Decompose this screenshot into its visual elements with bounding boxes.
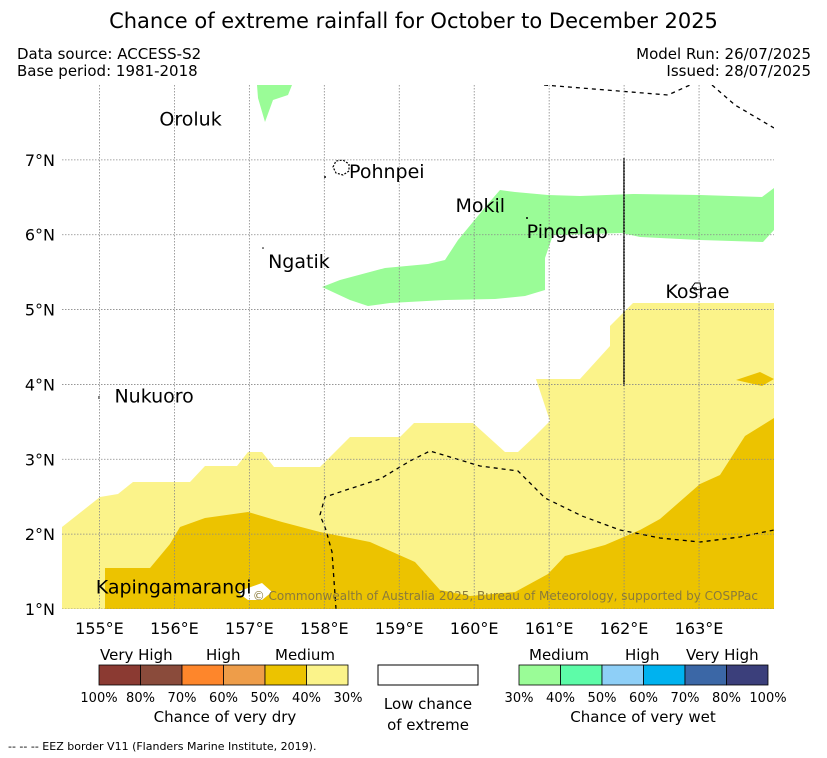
- neutral-legend-box: [377, 664, 479, 686]
- wet-cat-high: High: [625, 646, 660, 664]
- dry-legend-swatch: [98, 664, 141, 686]
- chart-title: Chance of extreme rainfall for October t…: [109, 9, 718, 33]
- low-chance-hole: [237, 583, 272, 600]
- wet-legend-tick: 70%: [671, 691, 700, 706]
- meta-right: Model Run: 26/07/2025 Issued: 28/07/2025: [636, 46, 811, 80]
- kosrae-island: [691, 282, 702, 291]
- lat-tick-label: 5°N: [25, 301, 55, 320]
- lon-tick-labels: 155°E 156°E 157°E 158°E 159°E 160°E 161°E 162°E…: [75, 619, 723, 638]
- lat-tick-label: 4°N: [25, 375, 55, 394]
- dry-cat-medium: Medium: [275, 646, 335, 664]
- dry-legend-tick: 70%: [168, 691, 197, 706]
- pohnpei-island: [332, 159, 350, 176]
- dry-cat-high: High: [206, 646, 241, 664]
- place-labels: Oroluk Pohnpei Mokil Pingelap Ngatik Kosrae Nu…: [96, 109, 730, 599]
- place-label-oroluk: Oroluk: [159, 109, 221, 131]
- place-label-nukuoro: Nukuoro: [114, 386, 193, 408]
- wet-legend-swatch: [560, 664, 603, 686]
- meta-left: Data source: ACCESS-S2 Base period: 1981…: [17, 46, 201, 80]
- dry-legend-tick: 100%: [80, 691, 117, 706]
- lat-tick-label: 2°N: [25, 525, 55, 544]
- dry-legend-tick: 50%: [251, 691, 280, 706]
- dry-legend-swatch: [181, 664, 224, 686]
- wet-legend-tick: 100%: [749, 691, 786, 706]
- eez-border-south: [319, 450, 774, 609]
- wet-legend-tick: 50%: [588, 691, 617, 706]
- gridlines: [62, 85, 774, 609]
- wet-medium-band: [322, 188, 774, 306]
- eez-border-top: [543, 85, 691, 96]
- dry-legend-swatch: [306, 664, 349, 686]
- wet-legend-tick: 60%: [629, 691, 658, 706]
- model-run-text: Model Run: 26/07/2025: [636, 45, 811, 63]
- wet-cat-very-high: Very High: [686, 646, 759, 664]
- ngatik-dot: [262, 247, 264, 249]
- lon-tick-label: 156°E: [150, 619, 199, 638]
- lat-tick-label: 1°N: [25, 600, 55, 619]
- pingelap-dot: [526, 217, 528, 219]
- wet-legend-swatch: [643, 664, 686, 686]
- wet-legend-tick: 40%: [546, 691, 575, 706]
- lon-tick-label: 161°E: [525, 619, 574, 638]
- dry-legend-swatch: [223, 664, 266, 686]
- wet-caption: Chance of very wet: [570, 708, 716, 726]
- wet-legend-swatch: [726, 664, 769, 686]
- mokil-dot: [497, 211, 499, 213]
- dry-caption: Chance of very dry: [153, 708, 297, 726]
- dry-legend-swatch: [140, 664, 183, 686]
- map-plot-area: [62, 85, 774, 609]
- lat-tick-labels: 1°N 2°N 3°N 4°N 5°N 6°N 7°N: [25, 151, 55, 619]
- dry-medium-patch: [736, 372, 774, 386]
- data-source-text: Data source: ACCESS-S2: [17, 45, 202, 63]
- lon-tick-label: 159°E: [375, 619, 424, 638]
- lon-tick-label: 160°E: [450, 619, 499, 638]
- dry-cat-very-high: Very High: [100, 646, 173, 664]
- neutral-caption-line1: Low chance: [383, 695, 473, 713]
- place-label-kosrae: Kosrae: [665, 281, 729, 303]
- lat-tick-label: 7°N: [25, 151, 55, 170]
- dry-legend-tick: 60%: [209, 691, 238, 706]
- place-label-pohnpei: Pohnpei: [349, 161, 425, 183]
- place-label-kapingamarangi: Kapingamarangi: [96, 577, 252, 599]
- wet-legend-swatch: [518, 664, 561, 686]
- lon-tick-label: 157°E: [225, 619, 274, 638]
- neutral-caption-line2: of extreme: [387, 716, 469, 734]
- eez-footnote: -- -- -- EEZ border V11 (Flanders Marine…: [8, 740, 317, 753]
- lon-tick-label: 162°E: [600, 619, 649, 638]
- wet-cat-medium: Medium: [529, 646, 589, 664]
- issued-text: Issued: 28/07/2025: [666, 62, 811, 80]
- dry-legend-tick: 40%: [292, 691, 321, 706]
- place-label-ngatik: Ngatik: [268, 251, 330, 273]
- wet-medium-top-patch: [257, 85, 292, 122]
- wet-legend-tick: 30%: [505, 691, 534, 706]
- lat-tick-label: 3°N: [25, 450, 55, 469]
- dry-legend-tick: 30%: [334, 691, 363, 706]
- dry-legend-tick: 80%: [126, 691, 155, 706]
- place-label-mokil: Mokil: [455, 195, 505, 217]
- lon-tick-label: 163°E: [675, 619, 724, 638]
- dry-legend-swatch: [264, 664, 307, 686]
- eez-border-right: [711, 85, 774, 129]
- copyright-notice: © Commonwealth of Australia 2025, Bureau…: [253, 589, 758, 603]
- lon-tick-label: 158°E: [300, 619, 349, 638]
- wet-legend-tick: 80%: [712, 691, 741, 706]
- wet-legend: 30% 40% 50% 60% 70% 80% 100%: [505, 664, 787, 706]
- lat-tick-label: 6°N: [25, 226, 55, 245]
- wet-legend-swatch: [601, 664, 644, 686]
- neutral-caption: Low chance of extreme: [365, 694, 491, 736]
- dry-medium-region: [105, 418, 774, 609]
- place-label-pingelap: Pingelap: [527, 221, 608, 243]
- dry-legend: 100% 80% 70% 60% 50% 40% 30%: [80, 664, 363, 706]
- lon-tick-label: 155°E: [75, 619, 124, 638]
- base-period-text: Base period: 1981-2018: [17, 62, 198, 80]
- wet-legend-swatch: [684, 664, 727, 686]
